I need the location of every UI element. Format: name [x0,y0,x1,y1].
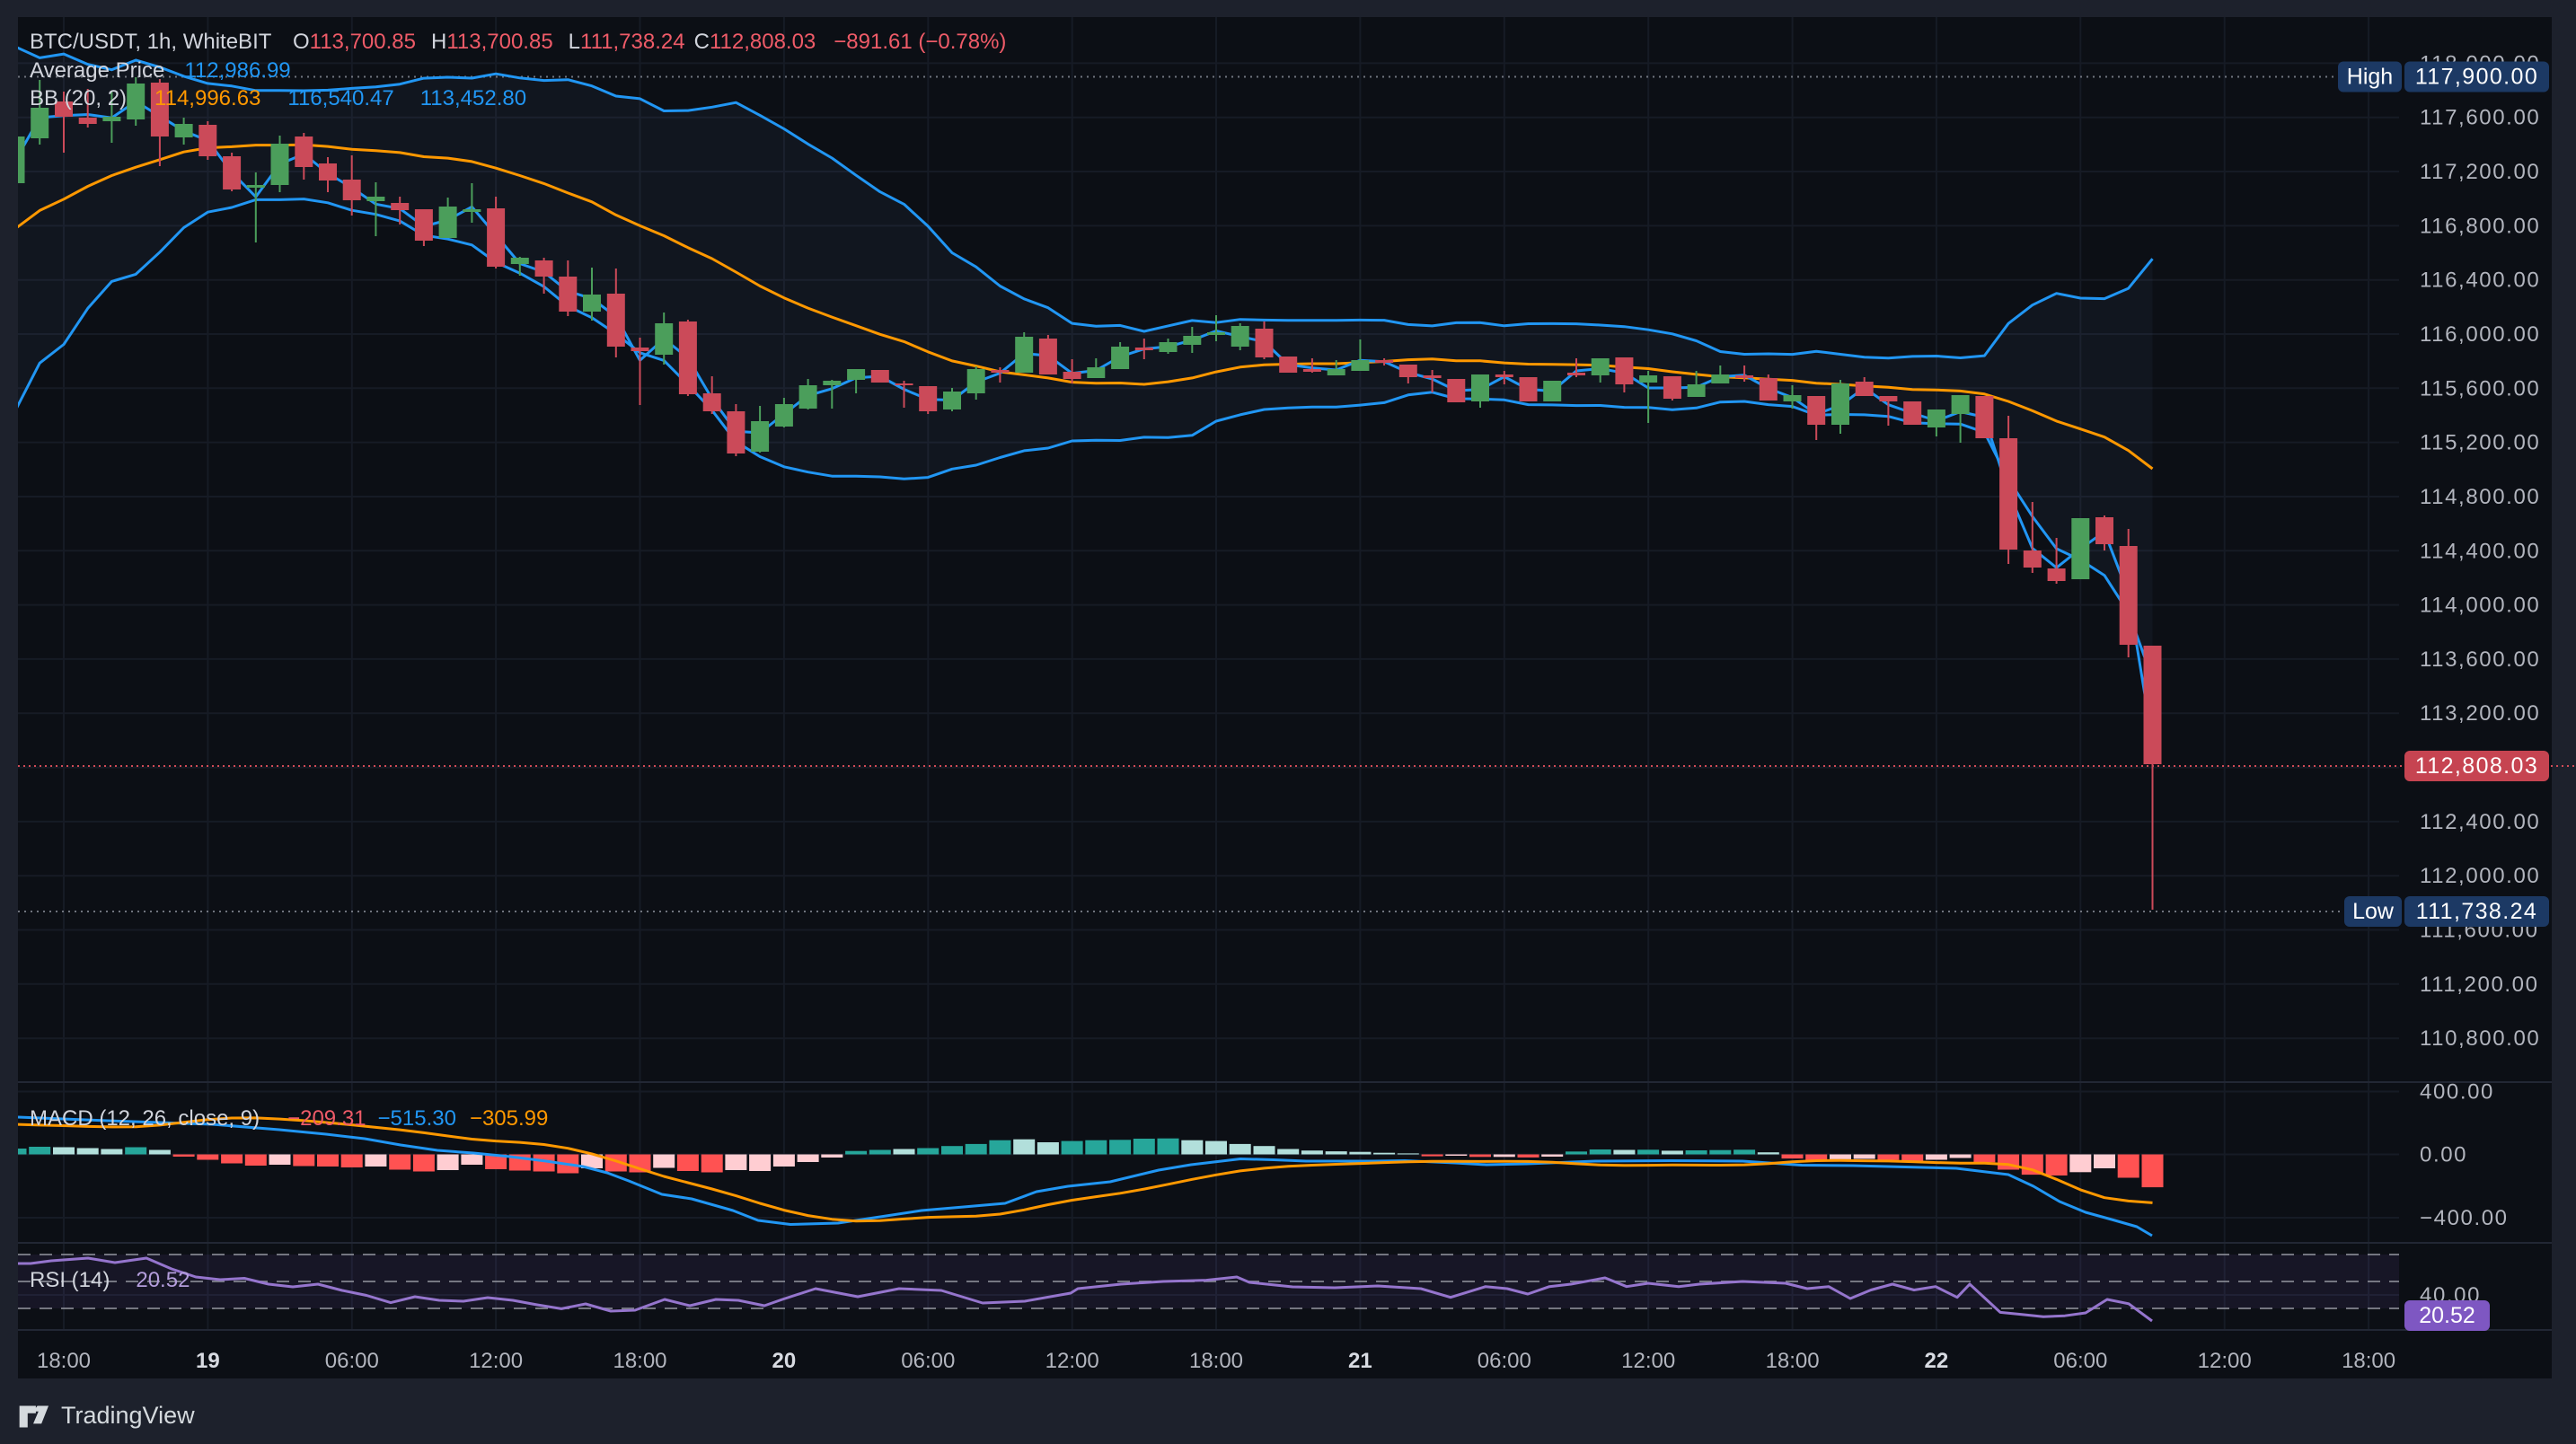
svg-text:112,400.00: 112,400.00 [2420,810,2540,834]
svg-text:06:00: 06:00 [2053,1349,2107,1373]
svg-text:116,800.00: 116,800.00 [2420,214,2540,238]
svg-text:06:00: 06:00 [901,1349,955,1373]
svg-text:0.00: 0.00 [2420,1143,2467,1167]
svg-text:20.52: 20.52 [2419,1303,2475,1328]
svg-text:18:00: 18:00 [37,1349,91,1373]
svg-text:12:00: 12:00 [469,1349,523,1373]
svg-text:12:00: 12:00 [2198,1349,2252,1373]
svg-text:06:00: 06:00 [1478,1349,1531,1373]
svg-text:18:00: 18:00 [1766,1349,1820,1373]
svg-text:112,808.03: 112,808.03 [2415,753,2538,779]
svg-text:115,600.00: 115,600.00 [2420,376,2540,401]
svg-text:Low: Low [2352,899,2395,924]
svg-text:18:00: 18:00 [1189,1349,1243,1373]
svg-text:117,200.00: 117,200.00 [2420,160,2540,184]
svg-text:19: 19 [196,1349,220,1373]
svg-text:116,000.00: 116,000.00 [2420,322,2540,347]
svg-text:TradingView: TradingView [61,1402,195,1429]
svg-text:116,400.00: 116,400.00 [2420,269,2540,293]
svg-text:117,900.00: 117,900.00 [2415,65,2538,90]
svg-text:High: High [2347,65,2393,90]
svg-text:22: 22 [1925,1349,1949,1373]
svg-text:114,000.00: 114,000.00 [2420,594,2540,618]
svg-text:12:00: 12:00 [1045,1349,1099,1373]
svg-text:117,600.00: 117,600.00 [2420,106,2540,130]
svg-text:110,800.00: 110,800.00 [2420,1026,2540,1051]
svg-text:400.00: 400.00 [2420,1080,2494,1105]
svg-text:113,200.00: 113,200.00 [2420,701,2540,726]
svg-text:−400.00: −400.00 [2420,1206,2509,1230]
svg-text:113,600.00: 113,600.00 [2420,647,2540,672]
svg-text:111,200.00: 111,200.00 [2420,973,2539,997]
svg-text:115,200.00: 115,200.00 [2420,431,2540,455]
svg-text:114,800.00: 114,800.00 [2420,485,2540,509]
svg-text:18:00: 18:00 [2342,1349,2395,1373]
svg-text:20: 20 [772,1349,797,1373]
svg-text:MACD (12, 26, close, 9)−209.31: MACD (12, 26, close, 9) −209.31 −515.30 −30… [30,1106,548,1131]
svg-text:21: 21 [1348,1349,1372,1373]
svg-text:12:00: 12:00 [1621,1349,1675,1373]
svg-text:RSI (14)20.52: RSI (14) 20.52 [30,1268,190,1292]
svg-text:06:00: 06:00 [325,1349,379,1373]
svg-text:111,738.24: 111,738.24 [2416,899,2537,924]
svg-text:112,000.00: 112,000.00 [2420,864,2540,888]
svg-text:114,400.00: 114,400.00 [2420,539,2540,563]
svg-text:18:00: 18:00 [613,1349,666,1373]
